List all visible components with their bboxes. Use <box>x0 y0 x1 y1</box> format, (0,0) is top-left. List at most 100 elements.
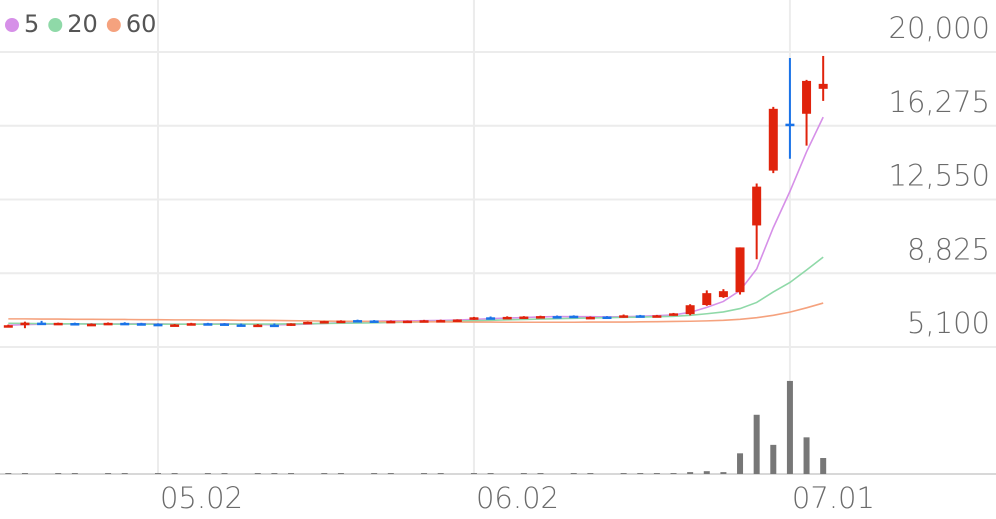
candle-body <box>3 325 13 328</box>
candle-body <box>402 320 412 324</box>
candle-body <box>70 323 80 326</box>
volume-bar <box>820 458 827 474</box>
volume-bar <box>737 453 744 474</box>
candle-body <box>486 317 496 320</box>
volume-bar <box>786 380 793 474</box>
volume-bar <box>288 473 295 474</box>
candle-body <box>785 123 795 127</box>
volume-bar <box>703 471 710 474</box>
candle-body <box>735 247 745 293</box>
volume-bar <box>437 473 444 474</box>
candle-body <box>203 323 213 326</box>
volume-bar <box>55 473 62 474</box>
candle-body <box>685 305 695 315</box>
candle-body <box>702 293 712 306</box>
candle-body <box>120 322 130 326</box>
legend-label: 20 <box>67 10 98 38</box>
volume-bar <box>337 473 344 474</box>
x-tick-label: 07.01 <box>792 481 875 515</box>
volume-bar <box>371 473 378 474</box>
candle-body <box>353 320 363 323</box>
candle-body <box>319 321 329 324</box>
volume-bar <box>803 437 810 474</box>
volume-bar <box>537 473 544 474</box>
candle-body <box>535 316 545 319</box>
y-tick-label: 12,550 <box>889 159 990 193</box>
volume-bar <box>21 473 28 474</box>
candle-body <box>768 108 778 171</box>
candle-body <box>419 320 429 323</box>
candle-body <box>552 316 562 319</box>
candle-body <box>652 315 662 318</box>
legend-dot <box>48 18 63 32</box>
candle-body <box>269 324 279 328</box>
y-tick-label: 5,100 <box>907 306 990 340</box>
volume-bar <box>470 473 477 474</box>
candle-body <box>136 323 146 326</box>
candle-body <box>436 320 446 323</box>
candle-body <box>153 323 163 327</box>
candle-body <box>619 315 629 318</box>
volume-bar <box>321 473 328 474</box>
volume-bar <box>653 473 660 474</box>
candle-body <box>37 322 47 326</box>
candle-body <box>452 319 462 322</box>
candle-body <box>519 316 529 320</box>
volume-bar <box>620 473 627 474</box>
candle-body <box>635 315 645 318</box>
ma-line <box>8 116 824 327</box>
volume-bar <box>387 473 394 474</box>
candle-body <box>802 80 812 114</box>
legend-label: 5 <box>24 10 39 38</box>
volume-bar <box>753 414 760 474</box>
volume-bar <box>421 473 428 474</box>
candle-body <box>253 324 263 328</box>
legend-label: 60 <box>126 10 157 38</box>
candle-body <box>170 324 180 327</box>
candle-body <box>469 317 479 320</box>
candle-body <box>53 322 63 326</box>
legend-dot <box>5 18 19 32</box>
candle-body <box>569 315 579 319</box>
candle-body <box>369 320 379 323</box>
volume-bar <box>637 473 644 474</box>
candle-body <box>502 316 512 320</box>
volume-bar <box>5 473 12 474</box>
ma-line <box>8 256 824 326</box>
volume-bar <box>271 473 278 474</box>
ma-line <box>8 302 824 324</box>
volume-bar <box>687 472 694 474</box>
volume-bar <box>121 473 128 474</box>
volume-bar <box>720 472 727 474</box>
volume-bar <box>221 473 228 474</box>
candle-body <box>186 323 196 326</box>
candle-body <box>286 323 296 326</box>
volume-bar <box>254 473 261 474</box>
volume-bar <box>71 473 78 474</box>
volume-bar <box>204 473 211 474</box>
volume-bar <box>487 473 494 474</box>
candle-body <box>236 324 246 327</box>
candle-body <box>303 321 313 325</box>
legend-dot <box>106 18 121 32</box>
candle-body <box>220 323 230 326</box>
volume-bar <box>154 473 161 474</box>
candle-body <box>718 291 728 298</box>
candle-body <box>669 313 679 316</box>
volume-bar <box>770 444 777 474</box>
x-tick-label: 06.02 <box>476 481 559 515</box>
candle-body <box>602 316 612 320</box>
volume-bar <box>570 473 577 474</box>
candle-body <box>336 320 346 324</box>
volume-bar <box>520 473 527 474</box>
candle-body <box>818 83 828 89</box>
y-tick-label: 8,825 <box>907 232 990 266</box>
y-tick-label: 16,275 <box>889 85 990 119</box>
volume-bar <box>105 473 112 474</box>
candle-body <box>752 186 762 226</box>
candle-body <box>585 316 595 320</box>
candle-body <box>103 322 113 326</box>
y-tick-label: 20,000 <box>889 11 990 45</box>
volume-bar <box>587 473 594 474</box>
